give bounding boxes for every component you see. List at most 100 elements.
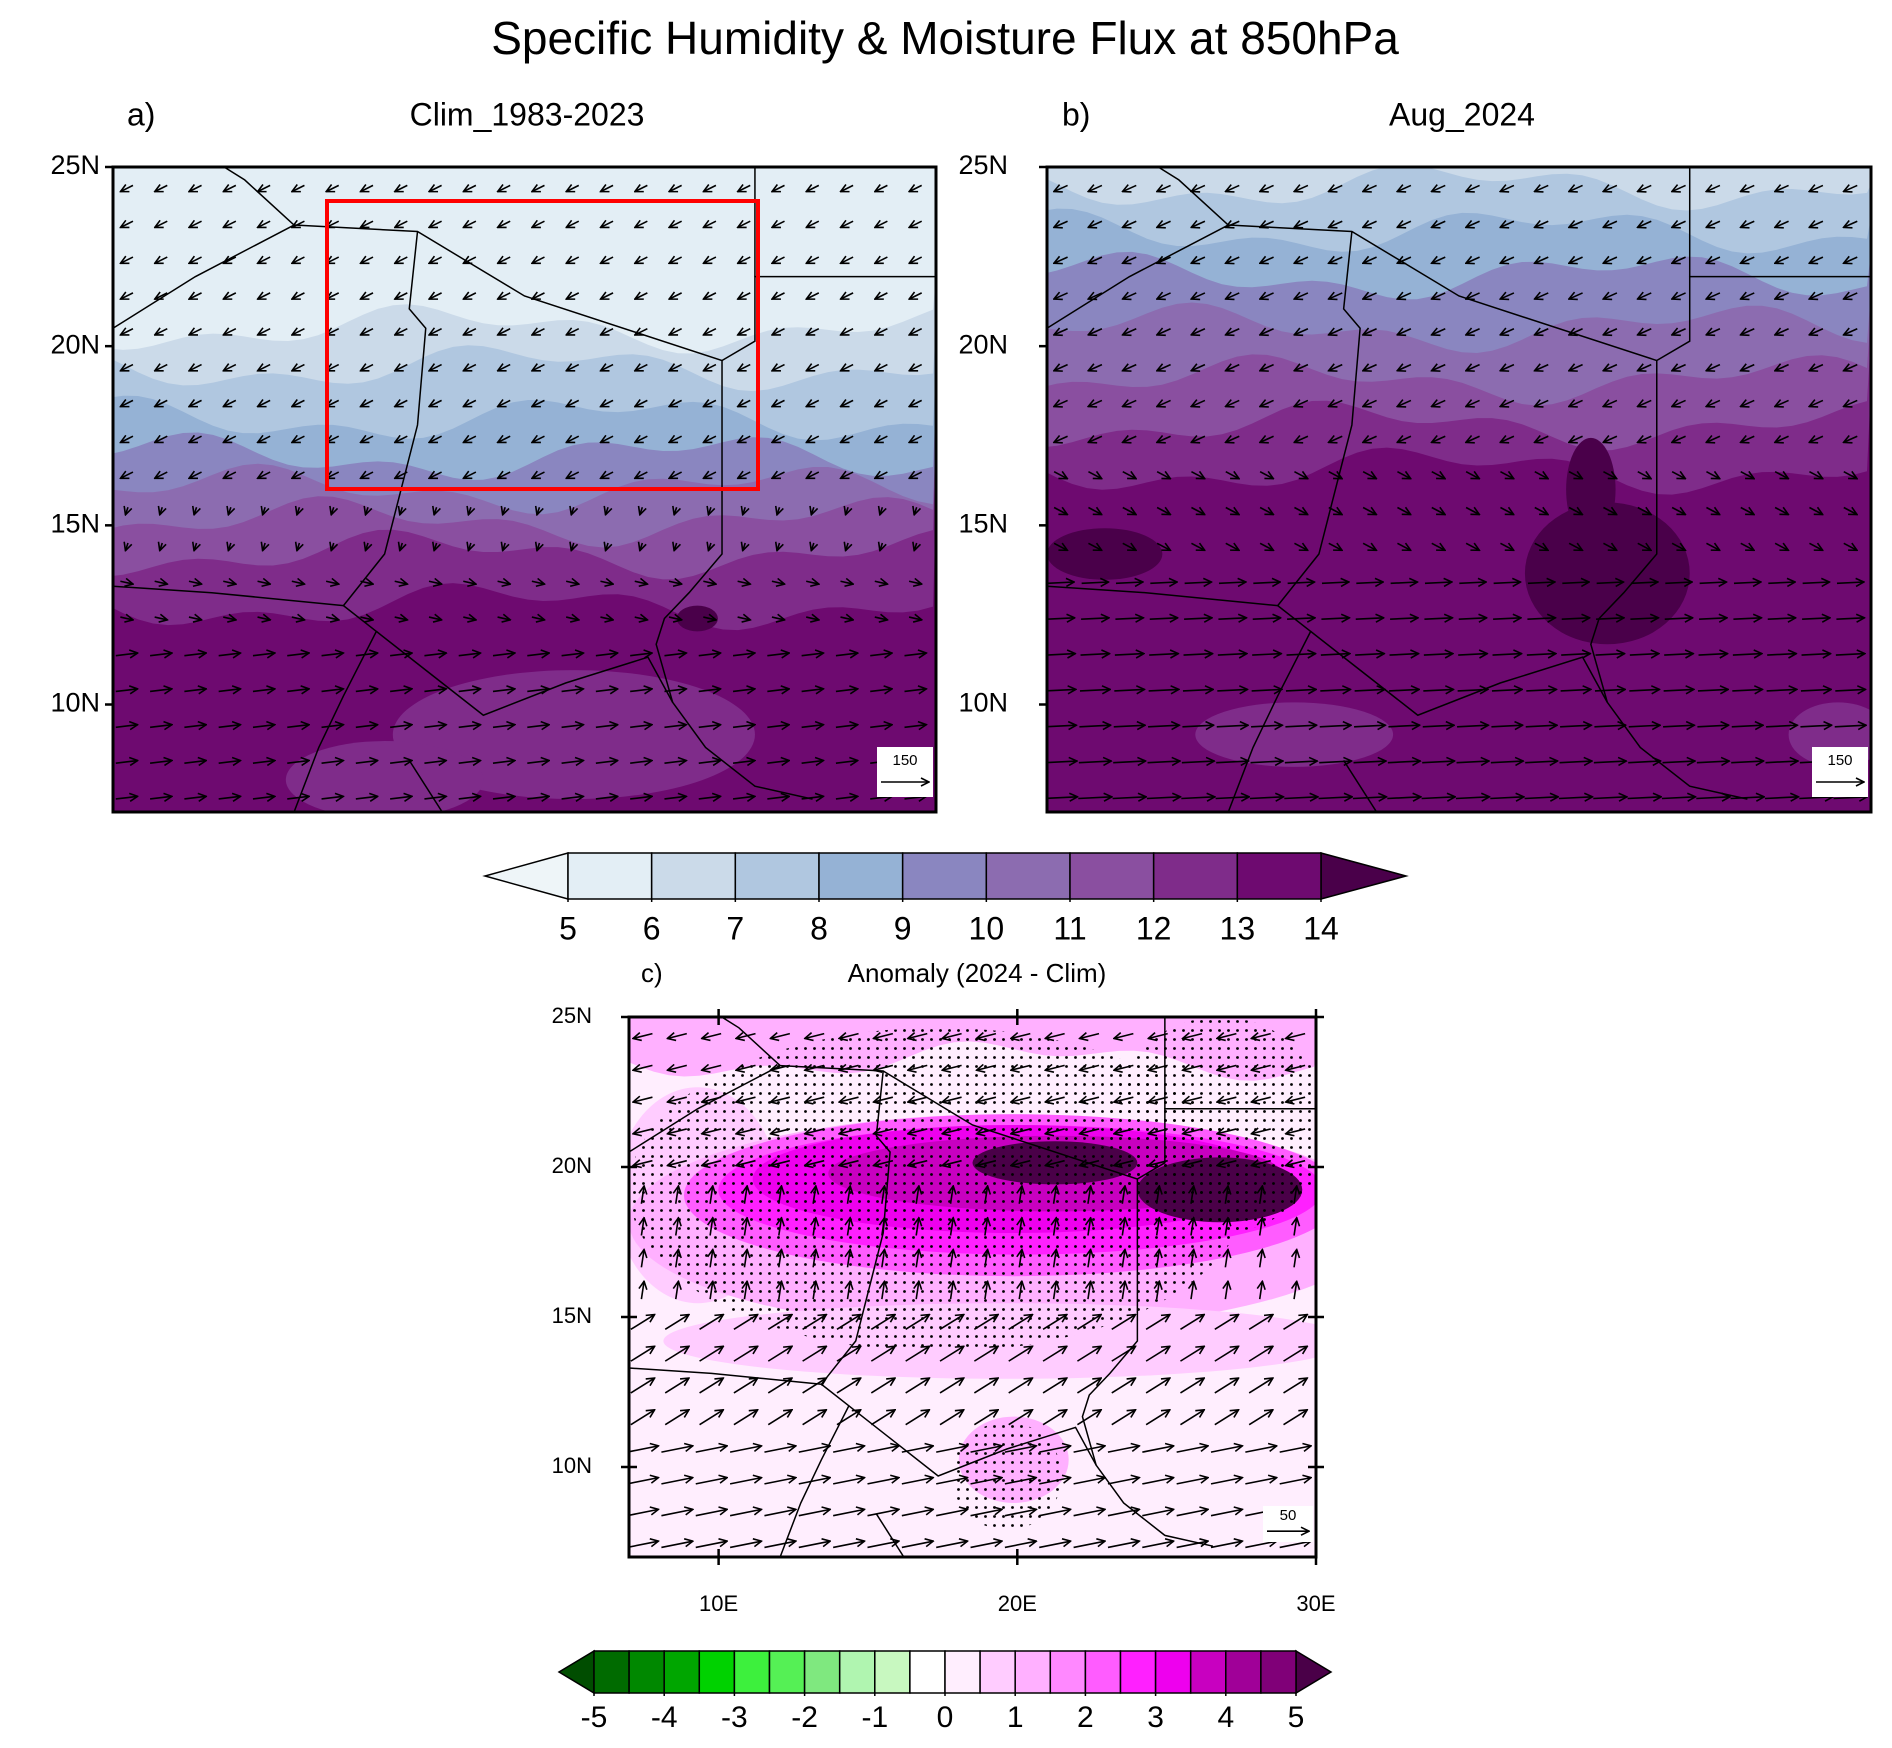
flux-vector <box>120 617 133 620</box>
flux-vector <box>355 725 378 728</box>
flux-vector <box>1767 618 1796 619</box>
flux-vector <box>1534 507 1548 514</box>
flux-vector <box>710 1218 713 1236</box>
flux-vector <box>263 507 266 515</box>
flux-vector <box>806 436 820 442</box>
flux-vector <box>527 725 549 728</box>
flux-vector <box>1500 221 1515 227</box>
flux-vector <box>492 653 515 656</box>
flux-vector <box>772 185 785 191</box>
flux-vector <box>669 400 683 406</box>
flux-vector <box>835 653 858 656</box>
flux-vector <box>630 796 652 799</box>
flux-vector <box>1115 618 1143 619</box>
flux-vector <box>1251 1161 1271 1166</box>
flux-vector <box>1628 761 1660 763</box>
shading <box>285 741 484 812</box>
flux-vector <box>601 436 614 442</box>
flux-vector <box>1802 618 1830 619</box>
flux-vector <box>424 653 446 656</box>
flux-vector <box>1053 507 1067 514</box>
flux-vector <box>841 221 854 227</box>
flux-vector <box>848 1218 851 1236</box>
flux-vector <box>875 257 888 263</box>
flux-vector <box>189 185 202 191</box>
flux-vector <box>951 1218 954 1236</box>
flux-vector <box>601 329 614 335</box>
flux-vector <box>463 400 477 406</box>
flux-vector <box>1363 221 1377 227</box>
flux-vector <box>1148 1034 1168 1039</box>
flux-vector <box>870 653 892 656</box>
flux-vector <box>1284 761 1317 763</box>
flux-vector <box>184 689 206 692</box>
flux-vector <box>120 581 133 584</box>
flux-vector <box>841 436 854 442</box>
flux-vector <box>1260 293 1274 299</box>
flux-vector <box>737 581 751 584</box>
flux-vector <box>223 221 237 227</box>
flux-vector <box>635 329 648 335</box>
flux-vector <box>468 507 471 515</box>
flux-vector <box>1775 329 1789 335</box>
flux-vector <box>1466 257 1480 263</box>
flux-vector <box>772 365 785 371</box>
flux-vector <box>1088 543 1101 550</box>
flux-vector <box>676 1186 679 1204</box>
flux-vector <box>1766 689 1797 691</box>
flux-vector <box>1294 257 1309 263</box>
panel-title: Aug_2024 <box>1389 96 1535 132</box>
flux-vector <box>1569 365 1583 371</box>
flux-vector <box>1216 725 1248 727</box>
flux-vector <box>1148 1065 1168 1070</box>
flux-vector <box>1114 1129 1134 1134</box>
flux-vector <box>155 329 168 335</box>
flux-vector <box>1672 293 1686 299</box>
flux-vector <box>360 257 374 263</box>
flux-vector <box>1054 1218 1057 1236</box>
flux-vector <box>703 436 717 442</box>
flux-vector <box>951 1186 954 1204</box>
flux-vector <box>738 472 751 478</box>
flux-vector <box>664 1315 689 1331</box>
flux-vector <box>1732 689 1762 691</box>
flux-vector <box>801 796 824 799</box>
flux-vector <box>429 185 442 191</box>
colorbar-label: 7 <box>726 910 744 946</box>
flux-vector <box>699 1315 724 1331</box>
country-border <box>848 1405 1097 1477</box>
flux-vector <box>1328 507 1342 514</box>
flux-vector <box>1844 293 1858 299</box>
flux-vector <box>297 543 300 551</box>
flux-vector <box>218 653 241 656</box>
flux-vector <box>1775 185 1789 191</box>
flux-vector <box>1286 1097 1306 1102</box>
flux-vector <box>846 543 849 551</box>
flux-vector <box>218 796 241 799</box>
flux-vector <box>189 329 202 335</box>
country-border <box>1656 275 1871 362</box>
colorbar-label: 6 <box>643 910 661 946</box>
flux-vector <box>1078 797 1112 799</box>
reference-box <box>877 747 933 797</box>
flux-vector <box>1088 329 1103 335</box>
map-frame <box>1045 165 1873 814</box>
flux-vector <box>1706 436 1721 442</box>
flux-vector <box>1809 185 1824 191</box>
flux-vector <box>669 472 683 478</box>
flux-vector <box>805 1161 825 1166</box>
flux-vector <box>1568 543 1582 550</box>
flux-vector <box>1088 185 1103 191</box>
flux-vector <box>189 257 202 263</box>
flux-vector <box>1294 543 1307 550</box>
flux-vector <box>1191 185 1206 191</box>
flux-vector <box>909 472 923 478</box>
flux-vector <box>1766 725 1797 727</box>
flux-vector <box>355 689 378 692</box>
country-border <box>293 231 427 812</box>
flux-vector <box>532 365 545 371</box>
flux-vector <box>395 257 408 263</box>
flux-vector <box>1080 1161 1100 1166</box>
flux-vector <box>1638 400 1652 406</box>
flux-vector <box>1260 329 1274 335</box>
